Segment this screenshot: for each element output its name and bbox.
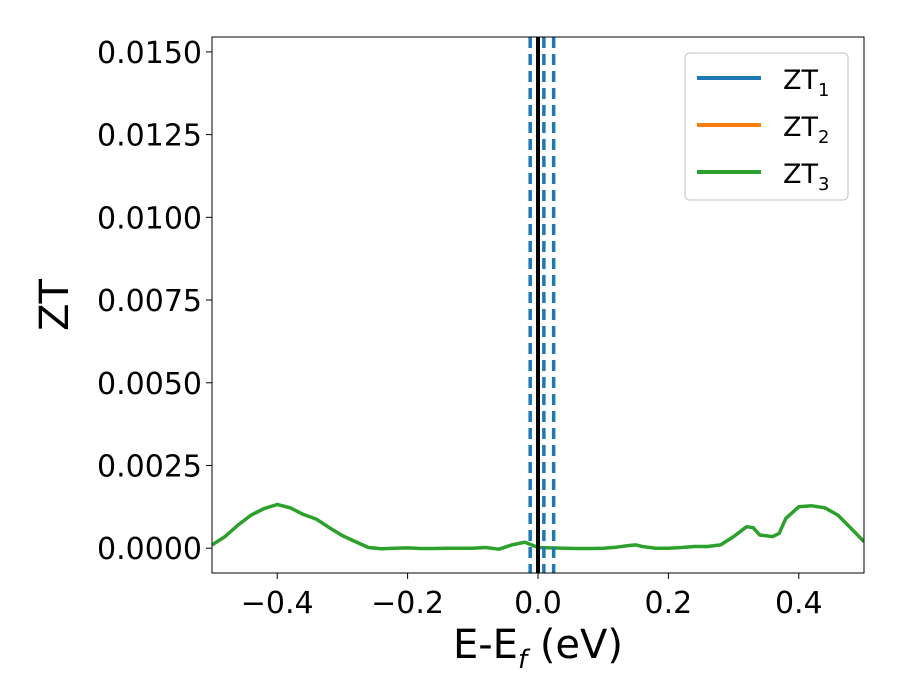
y-tick-label: 0.0150 [97, 36, 202, 71]
legend-label-main: ZT [783, 112, 818, 143]
x-tick-label: 0.2 [645, 586, 693, 621]
legend-label-subscript: 2 [818, 127, 829, 148]
legend-label-main: ZT [783, 159, 818, 190]
legend-label-main: ZT [783, 65, 818, 96]
x-tick-label: −0.2 [371, 586, 444, 621]
x-axis-title-main: E-E [453, 622, 518, 668]
x-tick-label: 0.4 [775, 586, 823, 621]
legend-label-1: ZT1 [783, 65, 829, 101]
y-tick-label: 0.0025 [97, 449, 202, 484]
legend-label-3: ZT3 [783, 159, 829, 195]
x-axis-title-suffix: (eV) [527, 622, 623, 668]
legend-label-subscript: 1 [818, 80, 829, 101]
x-tick-label: −0.4 [241, 586, 314, 621]
y-tick-label: 0.0000 [97, 532, 202, 567]
x-axis-title: E-Ef (eV) [453, 622, 623, 675]
series-line-3 [212, 502, 864, 551]
y-tick-label: 0.0100 [97, 201, 202, 236]
y-tick-label: 0.0075 [97, 284, 202, 319]
x-tick-label: 0.0 [514, 586, 562, 621]
legend-label-2: ZT2 [783, 112, 829, 148]
y-axis-title: ZT [32, 279, 78, 331]
legend-label-subscript: 3 [818, 174, 829, 195]
legend-box [684, 52, 849, 201]
y-tick-label: 0.0125 [97, 119, 202, 154]
y-tick-label: 0.0050 [97, 367, 202, 402]
